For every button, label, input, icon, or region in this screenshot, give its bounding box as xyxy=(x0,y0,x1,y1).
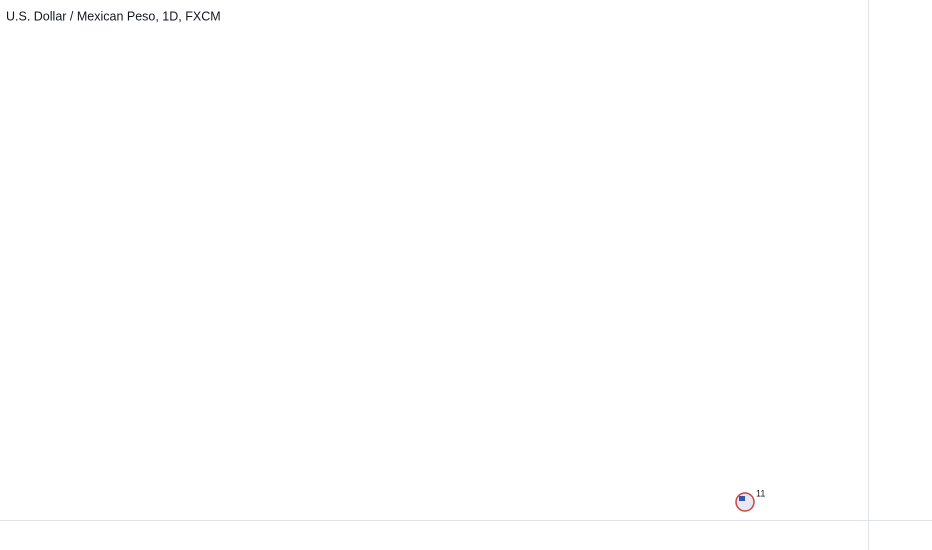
flag-icon: 11 xyxy=(735,488,765,512)
chart-title: U.S. Dollar / Mexican Peso, 1D, FXCM xyxy=(6,9,221,23)
svg-text:11: 11 xyxy=(756,488,765,498)
